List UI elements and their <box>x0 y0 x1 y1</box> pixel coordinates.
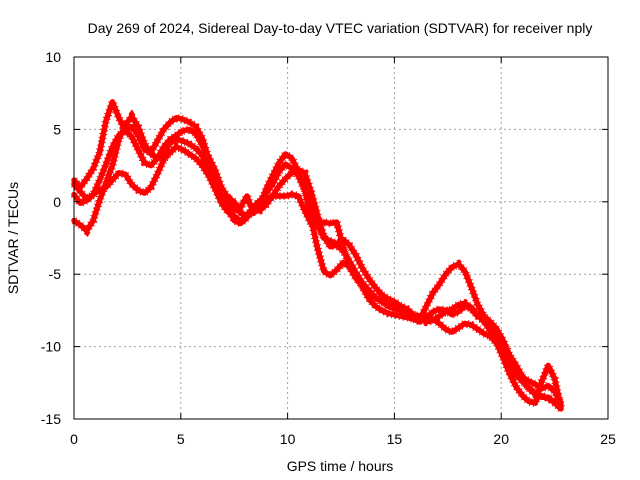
y-tick-label: -5 <box>49 266 62 282</box>
x-tick-label: 20 <box>493 431 509 447</box>
y-tick-label: 5 <box>53 121 61 137</box>
y-tick-label: 0 <box>53 194 61 210</box>
x-axis-label: GPS time / hours <box>287 458 394 474</box>
axis-ticks: 0 5 10 15 20 25 10 5 0 -5 -10 -15 <box>41 49 616 447</box>
series-trace-4 <box>71 144 564 412</box>
x-tick-label: 25 <box>600 431 616 447</box>
series-trace-1 <box>71 99 564 406</box>
series-trace-2-markers <box>70 125 564 410</box>
x-tick-label: 0 <box>70 431 78 447</box>
grid-lines <box>74 57 608 419</box>
plot-series <box>70 90 565 412</box>
y-tick-label: -15 <box>41 411 61 427</box>
x-tick-label: 5 <box>177 431 185 447</box>
series-trace-2 <box>71 126 564 409</box>
y-tick-label: -10 <box>41 339 61 355</box>
chart-title: Day 269 of 2024, Sidereal Day-to-day VTE… <box>88 20 593 36</box>
y-axis-label: SDTVAR / TECUs <box>5 182 21 294</box>
y-tick-label: 10 <box>45 49 61 65</box>
series-trace-4-markers <box>70 142 564 412</box>
x-tick-label: 15 <box>387 431 403 447</box>
plot-frame <box>73 56 609 420</box>
x-tick-label: 10 <box>280 431 296 447</box>
